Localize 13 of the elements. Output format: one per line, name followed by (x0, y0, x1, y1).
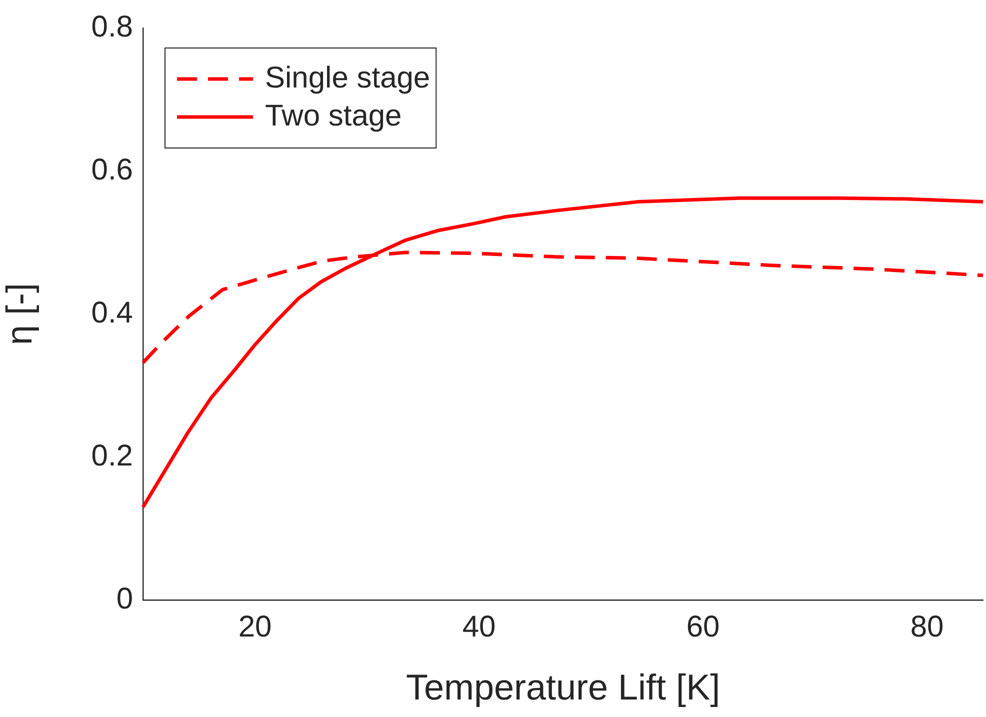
legend-label: Single stage (265, 61, 430, 94)
legend-label: Two stage (265, 99, 402, 132)
y-tick-label: 0.6 (91, 153, 133, 186)
x-tick-label: 40 (462, 610, 496, 644)
y-tick-label: 0 (116, 582, 133, 616)
y-tick-label: 0.8 (91, 10, 133, 44)
y-tick-label: 0.2 (91, 439, 133, 472)
x-axis-title: Temperature Lift [K] (406, 666, 720, 708)
y-axis-title: η [-] (0, 282, 40, 346)
x-tick-label: 60 (686, 610, 720, 644)
x-tick-label: 80 (910, 610, 944, 644)
y-tick-label: 0.4 (91, 296, 133, 330)
x-tick-label: 20 (238, 610, 272, 644)
